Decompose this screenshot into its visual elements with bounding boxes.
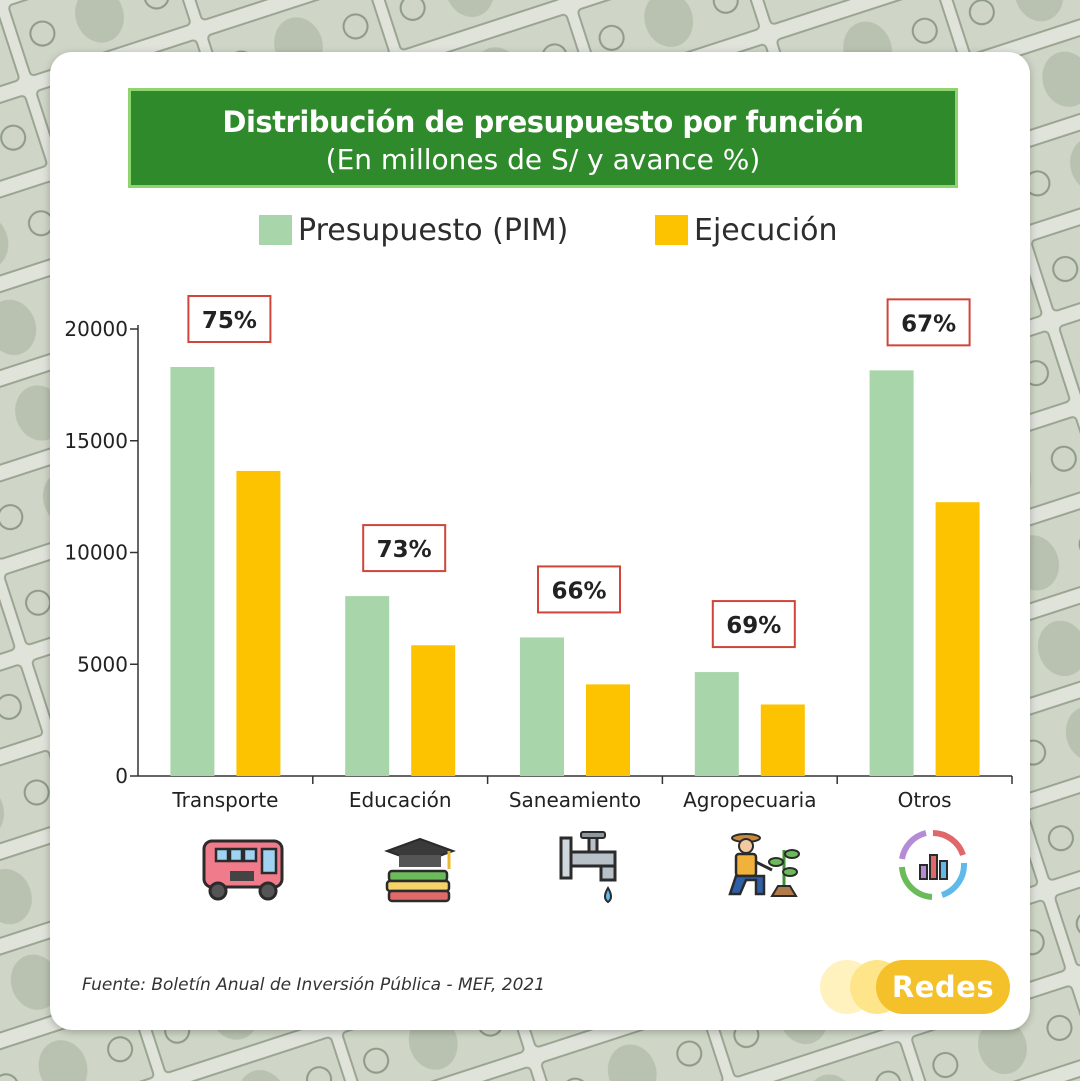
bar-presupuesto xyxy=(520,637,564,776)
bar-ejecucion xyxy=(236,470,281,776)
percent-annotation: 73% xyxy=(377,537,432,563)
legend-label-presupuesto: Presupuesto (PIM) xyxy=(298,212,569,248)
percent-annotation-box xyxy=(187,294,272,343)
brand-logo: Redes xyxy=(820,958,1012,1014)
percent-annotation-box xyxy=(886,298,971,347)
y-tick-label: 0 xyxy=(115,764,128,788)
source-note: Fuente: Boletín Anual de Inversión Públi… xyxy=(82,975,546,995)
percent-annotation: 66% xyxy=(551,578,606,604)
legend: Presupuesto (PIM) Ejecución xyxy=(0,208,1080,252)
legend-item-ejecucion: Ejecución xyxy=(655,208,837,252)
percent-annotation-box xyxy=(711,600,796,649)
bar-ejecucion xyxy=(760,704,805,776)
water-tap-icon xyxy=(559,831,617,904)
category-label: Saneamiento xyxy=(509,788,641,812)
y-tick-label: 15000 xyxy=(64,429,128,453)
bar-presupuesto xyxy=(345,596,390,776)
category-label: Otros xyxy=(898,788,952,812)
y-tick-label: 5000 xyxy=(77,652,128,676)
brand-label: Redes xyxy=(876,960,1010,1014)
percent-annotation-box xyxy=(362,524,447,573)
bar-ejecucion xyxy=(935,502,980,776)
percent-annotation: 67% xyxy=(901,311,956,337)
legend-label-ejecucion: Ejecución xyxy=(694,212,838,248)
category-label: Agropecuaria xyxy=(683,788,816,812)
y-tick-label: 10000 xyxy=(64,541,128,565)
bar-presupuesto xyxy=(170,366,215,776)
farmer-plant-icon xyxy=(728,833,800,897)
title-banner: Distribución de presupuesto por función … xyxy=(128,88,958,188)
percent-annotation: 69% xyxy=(726,613,781,639)
bus-icon xyxy=(202,839,284,901)
y-tick-label: 20000 xyxy=(64,317,128,341)
legend-swatch-ejecucion xyxy=(655,215,688,245)
bar-presupuesto xyxy=(869,370,914,776)
percent-annotation-box xyxy=(537,565,621,614)
bar-ejecucion xyxy=(411,645,456,776)
percent-annotation: 75% xyxy=(202,308,257,334)
chart-title: Distribución de presupuesto por función xyxy=(222,105,864,139)
legend-item-presupuesto: Presupuesto (PIM) xyxy=(259,208,568,252)
bar-ejecucion xyxy=(586,684,630,776)
legend-swatch-presupuesto xyxy=(259,215,292,245)
graduation-books-icon xyxy=(384,837,456,903)
bar-presupuesto xyxy=(694,672,739,776)
chart-subtitle: (En millones de S/ y avance %) xyxy=(325,143,761,176)
category-label: Transporte xyxy=(171,788,278,812)
category-label: Educación xyxy=(349,788,452,812)
bar-chart-donut-icon xyxy=(899,830,968,900)
